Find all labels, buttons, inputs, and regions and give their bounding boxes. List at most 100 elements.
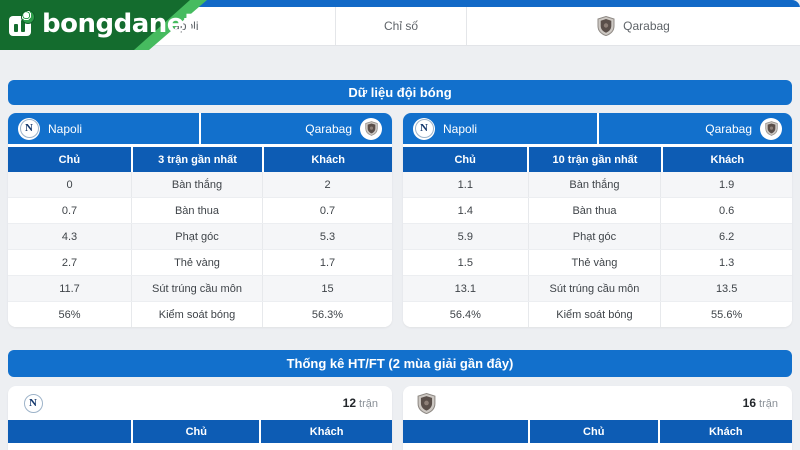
napoli-crest-icon: N: [22, 392, 44, 414]
panel-home-team: N Napoli: [413, 117, 478, 140]
team-data-title-label: Dữ liệu đội bóng: [348, 85, 452, 100]
matches-value: 12: [342, 396, 357, 410]
stats-tab-label: Chỉ số: [383, 19, 418, 33]
stat-label: Phạt góc: [132, 224, 263, 249]
table-row: 11.7 Sút trúng cầu môn 15: [8, 276, 392, 302]
card-team-row: N 12 trận: [8, 386, 392, 420]
away-value: 0.7: [319, 204, 336, 217]
brand-name: bongdanet: [42, 9, 196, 39]
away-value: 1.7: [319, 256, 336, 269]
stat-label: Bàn thắng: [529, 172, 662, 197]
stats-rows: 1.1 Bàn thắng 1.9 1.4 Bàn thua 0.6 5.9 P…: [403, 172, 792, 327]
stat-label: Sút trúng cầu môn: [132, 276, 263, 301]
panel-team-row: N Napoli Qarabag: [8, 113, 392, 144]
card-column-headers: Chủ Khách: [403, 420, 792, 443]
away-value: 2: [324, 178, 331, 191]
matches-value: 16: [742, 396, 757, 410]
stat-label: Phạt góc: [529, 224, 662, 249]
htft-card-qarabag: 16 trận Chủ Khách: [403, 386, 792, 450]
napoli-crest-icon: N: [18, 117, 40, 140]
divider: [8, 144, 392, 147]
home-value: 0: [8, 172, 132, 197]
home-value: 4.3: [8, 224, 132, 249]
home-value: 5.9: [403, 224, 529, 249]
col-away-header: Khách: [261, 420, 392, 443]
panel-away-team: Qarabag: [705, 117, 782, 140]
stat-label: Thẻ vàng: [132, 250, 263, 275]
col-home-header: Chủ: [403, 147, 528, 172]
table-row: 13.1 Sút trúng cầu môn 13.5: [403, 276, 792, 302]
home-value: 1.1: [403, 172, 529, 197]
away-value: 5.3: [319, 230, 336, 243]
home-value: 56.4%: [403, 302, 529, 327]
col-home-header: Chủ: [133, 420, 260, 443]
stats-rows: 0 Bàn thắng 2 0.7 Bàn thua 0.7 4.3 Phạt …: [8, 172, 392, 327]
qarabag-crest-icon: [597, 16, 615, 36]
home-value: 0.7: [8, 198, 132, 223]
napoli-crest-icon: N: [413, 117, 435, 140]
header-accent-bar: [0, 0, 800, 7]
stat-label: Bàn thua: [529, 198, 662, 223]
matches-count: 12 trận: [343, 396, 378, 410]
football-icon: [21, 10, 35, 24]
table-row: 1.4 Bàn thua 0.6: [403, 198, 792, 224]
panel-home-team: N Napoli: [18, 117, 83, 140]
matches-unit: trận: [759, 398, 778, 410]
col-away-header: Khách: [662, 147, 792, 172]
tab-away-team[interactable]: Qarabag: [467, 7, 800, 45]
away-value: 56.3%: [311, 308, 344, 321]
panel-away-name: Qarabag: [305, 121, 352, 136]
away-team-label: Qarabag: [623, 19, 670, 33]
stats-panel-3-matches: N Napoli Qarabag Chủ 3 trận gần nhất: [8, 113, 392, 327]
panel-home-name: Napoli: [48, 121, 83, 136]
col-period-header: 3 trận gần nhất: [132, 147, 263, 172]
table-row: 5.9 Phạt góc 6.2: [403, 224, 792, 250]
panel-away-name: Qarabag: [705, 121, 752, 136]
stat-label: Kiểm soát bóng: [132, 302, 263, 327]
table-row: 0 Bàn thắng 2: [8, 172, 392, 198]
panel-away-team: Qarabag: [305, 117, 382, 140]
away-value: 6.2: [719, 230, 735, 243]
col-empty-header: [8, 420, 132, 443]
away-value: 15: [321, 282, 334, 295]
stat-label: Bàn thắng: [132, 172, 263, 197]
panel-home-name: Napoli: [443, 121, 478, 136]
table-row: 1.1 Bàn thắng 1.9: [403, 172, 792, 198]
table-row: 56% Kiểm soát bóng 56.3%: [8, 302, 392, 327]
table-row: 1.5 Thẻ vàng 1.3: [403, 250, 792, 276]
divider: [199, 113, 201, 144]
card-column-headers: Chủ Khách: [8, 420, 392, 443]
col-empty-header: [403, 420, 528, 443]
stat-label: Kiểm soát bóng: [529, 302, 662, 327]
home-value: 2.7: [8, 250, 132, 275]
col-period-header: 10 trận gần nhất: [529, 147, 661, 172]
away-value: 0.6: [719, 204, 735, 217]
matches-count: 16 trận: [743, 396, 778, 410]
table-row: 2.7 Thẻ vàng 1.7: [8, 250, 392, 276]
card-team-row: 16 trận: [403, 386, 792, 420]
htft-card-napoli: N 12 trận Chủ Khách: [8, 386, 392, 450]
col-home-header: Chủ: [8, 147, 131, 172]
brand-mark-icon: [9, 10, 35, 36]
section-title-htft: Thống kê HT/FT (2 mùa giải gần đây): [8, 350, 792, 377]
table-row: 0.7 Bàn thua 0.7: [8, 198, 392, 224]
home-value: 1.4: [403, 198, 529, 223]
away-value: 13.5: [715, 282, 738, 295]
qarabag-crest-icon: [760, 117, 782, 140]
panel-column-headers: Chủ 10 trận gần nhất Khách: [403, 147, 792, 172]
col-away-header: Khách: [659, 420, 792, 443]
stat-label: Bàn thua: [132, 198, 263, 223]
stats-panel-10-matches: N Napoli Qarabag Chủ 10 trận gần nhất: [403, 113, 792, 327]
tab-stats[interactable]: Chỉ số: [335, 7, 467, 45]
brand-logo[interactable]: bongdanet: [0, 0, 212, 50]
htft-title-label: Thống kê HT/FT (2 mùa giải gần đây): [286, 356, 514, 371]
divider: [596, 113, 599, 144]
stat-label: Thẻ vàng: [529, 250, 662, 275]
home-value: 13.1: [403, 276, 529, 301]
home-value: 1.5: [403, 250, 529, 275]
col-away-header: Khách: [264, 147, 392, 172]
home-value: 11.7: [8, 276, 132, 301]
divider: [403, 144, 792, 147]
panel-column-headers: Chủ 3 trận gần nhất Khách: [8, 147, 392, 172]
